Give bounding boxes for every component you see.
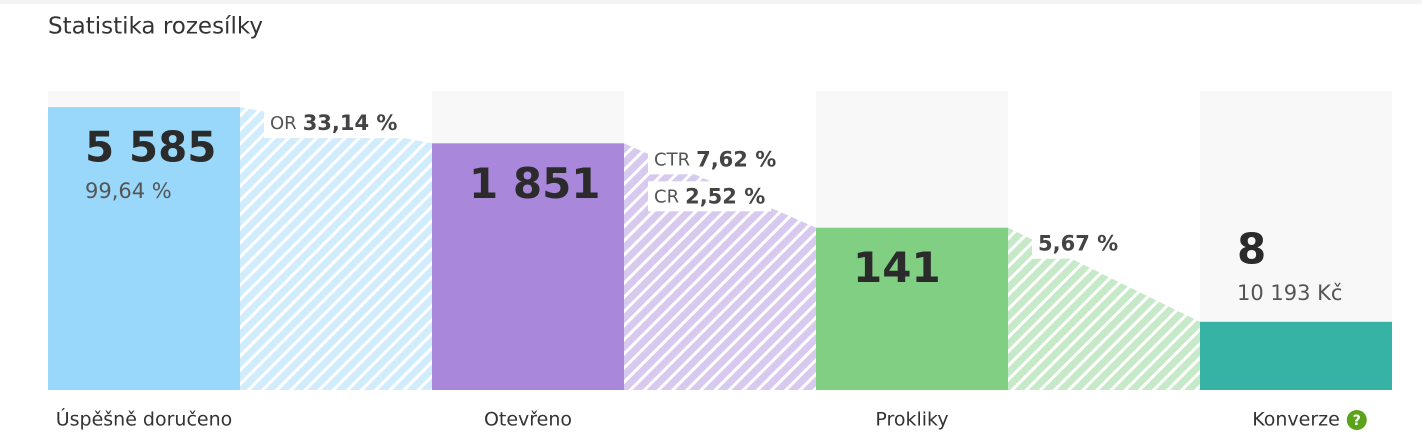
rate-label-background [1032, 228, 1125, 259]
help-icon-glyph: ? [1353, 413, 1361, 429]
value-label: 5 585 [85, 123, 217, 172]
connector-hatch [240, 107, 432, 391]
rate-label: 5,67 % [1032, 228, 1125, 259]
rate-value: 5,67 % [1038, 232, 1118, 256]
top-edge [0, 0, 1422, 4]
stage-note: 99,64 % [85, 179, 172, 203]
rate-label: CTR 7,62 % [648, 144, 783, 175]
rate-text: OR 33,14 % [270, 111, 397, 135]
rate-value: 33,14 % [303, 111, 398, 135]
rate-name: OR [270, 113, 297, 134]
category-label: Úspěšně doručeno [56, 407, 233, 431]
value-label: 1 851 [469, 159, 601, 208]
bar [48, 107, 240, 391]
help-icon [1346, 410, 1367, 430]
rate-name: CTR [654, 149, 690, 170]
rate-label-background [648, 181, 772, 212]
bar [816, 227, 1008, 390]
rate-label-background [648, 144, 783, 175]
value-label: 8 [1237, 224, 1266, 273]
stage-note: 10 193 Kč [1237, 281, 1342, 305]
rate-label-background [264, 108, 404, 139]
rate-label: CR 2,52 % [648, 181, 772, 212]
bar [432, 143, 624, 390]
chart-title: Statistika rozesílky [48, 14, 263, 40]
connector-hatch [1008, 227, 1200, 390]
rate-value: 7,62 % [696, 147, 776, 171]
category-label: Prokliky [875, 409, 948, 431]
rate-text: CR 2,52 % [654, 184, 765, 208]
connector-hatch [624, 143, 816, 390]
rate-value: 2,52 % [685, 184, 765, 208]
category-label: Otevřeno [484, 409, 572, 431]
category-label: Konverze [1252, 409, 1340, 431]
value-label: 141 [853, 243, 941, 292]
bar [1200, 321, 1392, 390]
rate-text: 5,67 % [1038, 232, 1118, 256]
rate-text: CTR 7,62 % [654, 147, 776, 171]
rate-name: CR [654, 186, 679, 207]
rate-label: OR 33,14 % [264, 108, 404, 139]
